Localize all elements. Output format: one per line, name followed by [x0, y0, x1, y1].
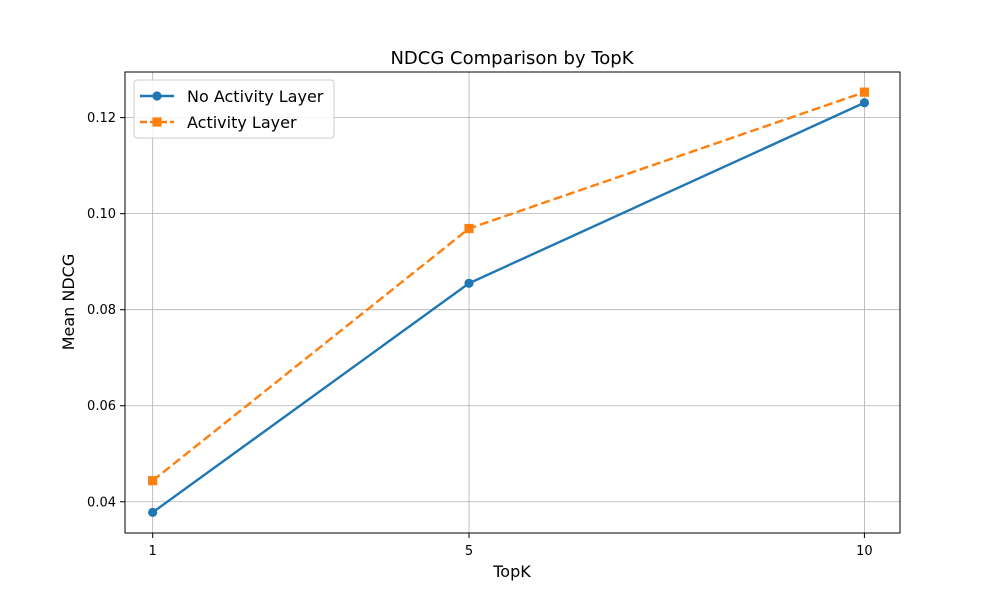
- data-point-no-activity-layer: [859, 98, 870, 108]
- legend-label-activity-layer: Activity Layer: [187, 113, 297, 132]
- y-tick-label: 0.10: [87, 207, 116, 222]
- data-point-activity-layer: [464, 223, 474, 234]
- chart-title: NDCG Comparison by TopK: [390, 48, 634, 69]
- data-point-no-activity-layer: [148, 507, 158, 517]
- legend-label-no-activity-layer: No Activity Layer: [187, 87, 324, 106]
- plot-frame: [124, 71, 901, 534]
- x-tick-label: 5: [465, 544, 473, 559]
- data-point-activity-layer: [859, 87, 870, 97]
- x-tick-label: 1: [149, 544, 157, 559]
- y-tick-label: 0.12: [87, 111, 116, 126]
- legend-swatch-marker-no-activity-layer: [152, 91, 162, 101]
- grid-layer: [125, 72, 900, 533]
- data-point-no-activity-layer: [464, 278, 474, 288]
- data-point-activity-layer: [148, 476, 158, 486]
- y-tick-label: 0.04: [87, 495, 116, 510]
- legend-swatch-marker-activity-layer: [152, 117, 162, 127]
- legend-box: [133, 79, 335, 139]
- x-tick-label: 10: [856, 544, 873, 559]
- tick-layer: 1 5 10 0.04 0.06 0.08 0.10 0.12: [87, 111, 873, 559]
- series-layer: [148, 87, 870, 517]
- x-axis-label: TopK: [492, 562, 531, 581]
- y-tick-label: 0.08: [87, 303, 116, 318]
- legend: No Activity Layer Activity Layer: [133, 79, 335, 139]
- y-axis-label: Mean NDCG: [59, 254, 78, 351]
- series-line-no-activity-layer: [151, 101, 865, 514]
- y-tick-label: 0.06: [87, 399, 116, 414]
